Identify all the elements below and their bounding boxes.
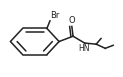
Text: Br: Br (50, 11, 59, 20)
Text: HN: HN (78, 44, 90, 53)
Text: O: O (69, 15, 75, 24)
